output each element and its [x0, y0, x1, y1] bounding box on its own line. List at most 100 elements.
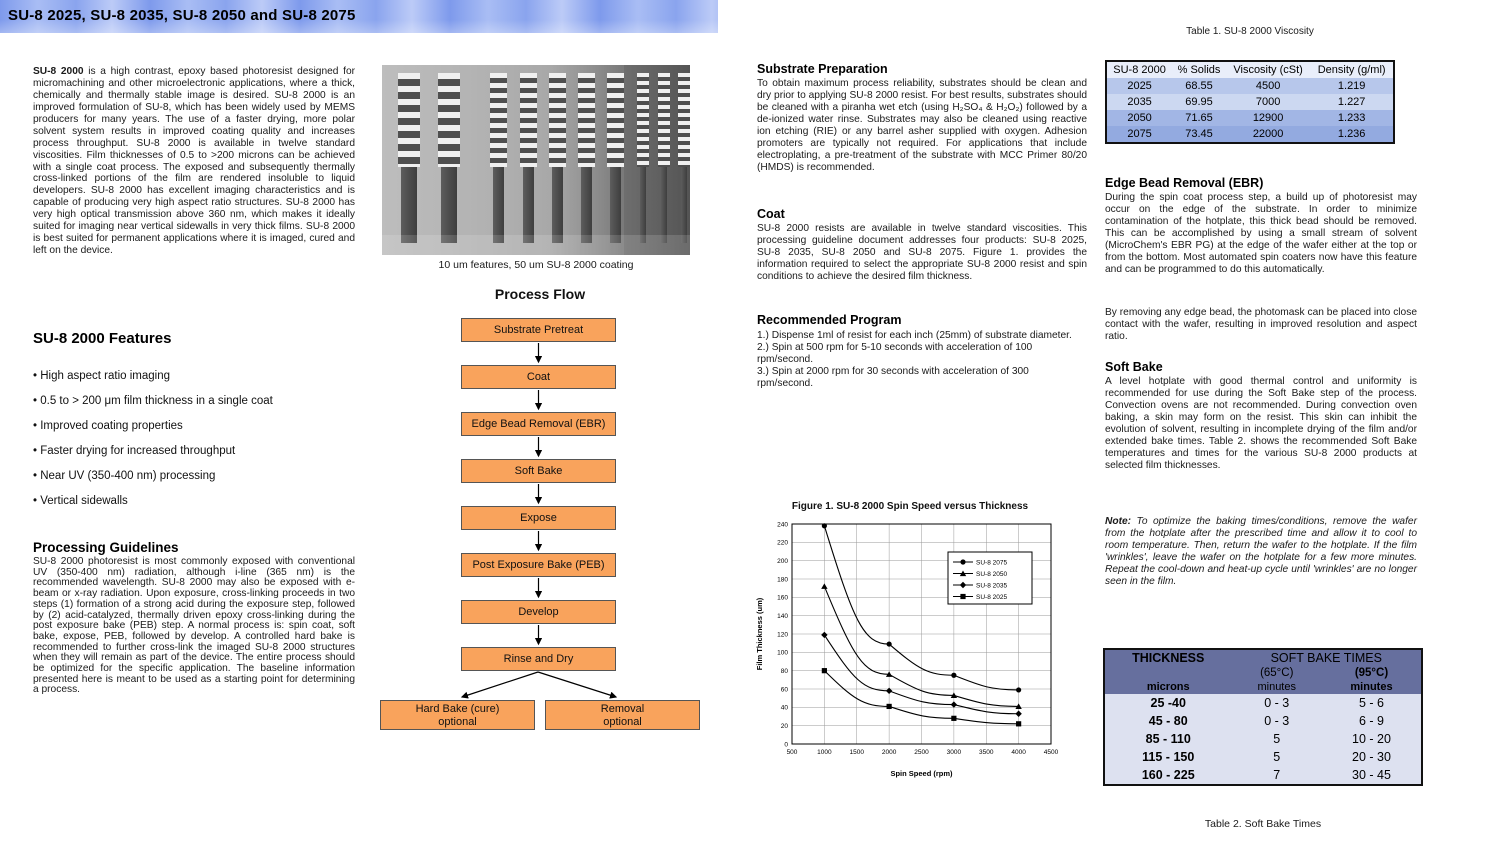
- table-row: 2075 73.45 22000 1.236: [1106, 126, 1394, 143]
- sem-pillar-stripes: [490, 73, 507, 167]
- table1-header-cell: Viscosity (cSt): [1233, 64, 1303, 76]
- table1-header-cell: Density (g/ml): [1317, 64, 1386, 76]
- sem-pillar-stem: [640, 167, 646, 243]
- table2-thickness-header: THICKNESS: [1132, 651, 1205, 665]
- table2-cell: 30 - 45: [1352, 768, 1391, 782]
- table-row: 2035 69.95 7000 1.227: [1106, 94, 1394, 110]
- svg-text:80: 80: [781, 668, 789, 675]
- coat-title: Coat: [757, 207, 785, 221]
- feature-bullet: High aspect ratio imaging: [33, 370, 355, 382]
- table-row: 25 -40 0 - 3 5 - 6: [1104, 694, 1422, 712]
- svg-text:180: 180: [777, 576, 788, 583]
- ebr-paragraph-2: By removing any edge bead, the photomask…: [1105, 307, 1417, 342]
- sem-pillar-stripes: [637, 73, 649, 167]
- sem-pillar-stripes: [607, 73, 624, 167]
- table1-cell: 4500: [1255, 80, 1281, 92]
- sem-pillar: [520, 73, 537, 243]
- sem-pillar-stripes: [520, 73, 537, 167]
- svg-text:500: 500: [787, 749, 798, 756]
- coat-paragraph: SU-8 2000 resists are available in twelv…: [757, 223, 1087, 282]
- svg-text:4500: 4500: [1044, 749, 1059, 756]
- ebr-paragraph-1: During the spin coat process step, a bui…: [1105, 192, 1417, 275]
- sem-pillar-stem: [681, 167, 687, 243]
- sem-pillar-stem: [493, 167, 504, 243]
- softbake-title: Soft Bake: [1105, 360, 1163, 374]
- sem-image: [382, 65, 690, 255]
- svg-text:2500: 2500: [914, 749, 929, 756]
- svg-text:3500: 3500: [979, 749, 994, 756]
- process-flow-diagram: Substrate Pretreat Coat Edge Bead Removal …: [380, 313, 700, 743]
- svg-text:100: 100: [777, 650, 788, 657]
- flow-step-box: Develop: [461, 600, 616, 624]
- image-caption: 10 um features, 50 um SU-8 2000 coating: [438, 259, 634, 271]
- note-paragraph: Note: To optimize the baking times/condi…: [1105, 516, 1417, 588]
- program-item: 1.) Dispense 1ml of resist for each inch…: [757, 330, 1072, 341]
- table-row: 2050 71.65 12900 1.233: [1106, 110, 1394, 126]
- softbake-paragraph: A level hotplate with good thermal contr…: [1105, 376, 1417, 471]
- svg-text:40: 40: [781, 705, 789, 712]
- intro-lead: SU-8 2000: [33, 66, 84, 77]
- table1-cell: 1.233: [1337, 112, 1366, 124]
- table2-cell: 5: [1273, 732, 1281, 746]
- svg-text:200: 200: [777, 558, 788, 565]
- svg-text:140: 140: [777, 613, 788, 620]
- guidelines-paragraph: SU-8 2000 photoresist is most commonly e…: [33, 556, 355, 696]
- table2-cell: 0 - 3: [1264, 696, 1290, 710]
- sem-pillar: [438, 73, 460, 243]
- svg-text:1000: 1000: [817, 749, 832, 756]
- flow-optional-label: optional: [603, 716, 642, 728]
- substrate-title: Substrate Preparation: [757, 62, 888, 76]
- sem-pillar-stem: [610, 167, 621, 243]
- program-item: 2.) Spin at 500 rpm for 5-10 seconds wit…: [757, 341, 1033, 365]
- sem-floor: [382, 235, 690, 255]
- flow-step-box: Expose: [461, 506, 616, 530]
- flow-arrows: [460, 343, 618, 699]
- note-label: Note:: [1105, 516, 1132, 527]
- flow-step-box: Substrate Pretreat: [461, 318, 616, 342]
- svg-text:120: 120: [777, 631, 788, 638]
- table2-caption: Table 2. Soft Bake Times: [1204, 818, 1322, 830]
- table1-cell: 73.45: [1185, 128, 1213, 140]
- table2-softbake-header: SOFT BAKE TIMES: [1270, 651, 1382, 665]
- sem-pillar: [637, 73, 649, 243]
- table2-temp-95: (95°C): [1354, 667, 1389, 679]
- program-title: Recommended Program: [757, 313, 902, 327]
- table2-temp-65: (65°C): [1260, 667, 1294, 679]
- table2-cell: 0 - 3: [1264, 714, 1290, 728]
- table1-header-cell: SU-8 2000: [1113, 64, 1166, 76]
- flow-optional-label: Removal: [600, 703, 645, 715]
- table1-cell: 22000: [1252, 128, 1284, 140]
- sem-pillar-stem: [661, 167, 667, 243]
- guidelines-title: Processing Guidelines: [33, 540, 179, 555]
- features-title: SU-8 2000 Features: [33, 330, 172, 347]
- table2-header-row1: THICKNESS SOFT BAKE TIMES: [1104, 649, 1422, 666]
- header-banner: [0, 0, 718, 33]
- table2-cell: 25 -40: [1150, 696, 1186, 710]
- table1-cell: 1.227: [1337, 96, 1366, 108]
- viscosity-table: SU-8 2000 % Solids Viscosity (cSt) Density …: [1105, 60, 1395, 144]
- table2-header-row2: (65°C) (95°C): [1104, 666, 1422, 680]
- table2-cell: 85 - 110: [1145, 732, 1191, 746]
- flow-optional-box: Hard Bake (cure) optional: [380, 700, 535, 730]
- table2-cell: 115 - 150: [1142, 750, 1195, 764]
- sem-pillar: [398, 73, 420, 243]
- svg-text:60: 60: [781, 686, 789, 693]
- ebr-title: Edge Bead Removal (EBR): [1105, 176, 1264, 190]
- table2-cell: 20 - 30: [1352, 750, 1391, 764]
- svg-text:1500: 1500: [850, 749, 865, 756]
- flow-step-box: Coat: [461, 365, 616, 389]
- svg-text:2000: 2000: [882, 749, 897, 756]
- flow-step-box: Edge Bead Removal (EBR): [461, 412, 616, 436]
- sem-pillar: [578, 73, 595, 243]
- table1-cell: 69.95: [1185, 96, 1213, 108]
- svg-text:4000: 4000: [1011, 749, 1026, 756]
- feature-bullet: Near UV (350-400 nm) processing: [33, 470, 355, 482]
- table2-header-row3: microns minutes minutes: [1104, 680, 1422, 694]
- sem-pillar-stripes: [578, 73, 595, 167]
- feature-bullet: Faster drying for increased throughput: [33, 445, 355, 457]
- table-row: 85 - 110 5 10 - 20: [1104, 730, 1422, 748]
- flow-step-box: Rinse and Dry: [461, 647, 616, 671]
- svg-text:160: 160: [777, 595, 788, 602]
- svg-text:SU-8 2075: SU-8 2075: [976, 559, 1007, 566]
